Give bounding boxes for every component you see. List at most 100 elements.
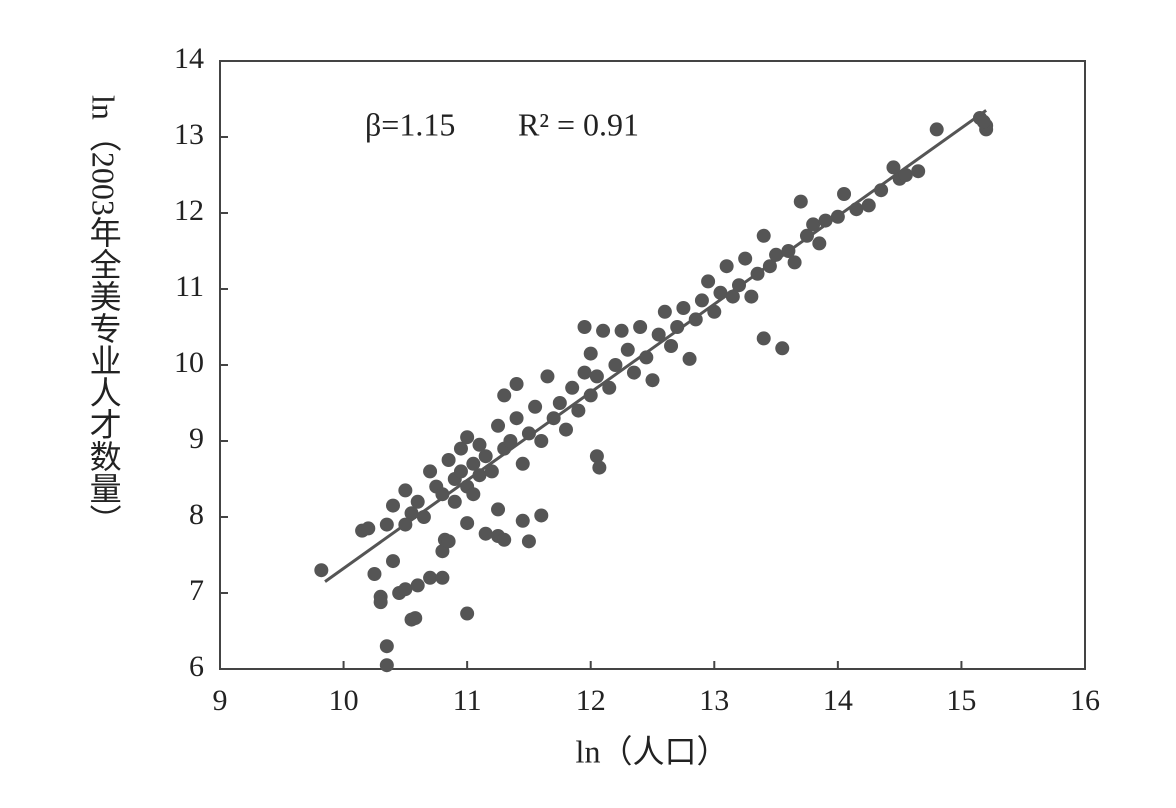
point bbox=[404, 506, 419, 521]
x-tick-label: 16 bbox=[1070, 684, 1100, 717]
point bbox=[614, 323, 629, 338]
point bbox=[756, 228, 771, 243]
y-tick-label: 12 bbox=[174, 194, 204, 227]
point bbox=[559, 422, 573, 437]
point bbox=[361, 521, 376, 536]
point bbox=[410, 578, 425, 593]
point bbox=[460, 516, 475, 531]
plot-frame bbox=[219, 60, 1086, 670]
y-tick-label: 14 bbox=[174, 42, 204, 75]
point bbox=[608, 358, 623, 372]
point bbox=[676, 301, 691, 315]
point bbox=[367, 567, 382, 581]
annotation: β=1.15 bbox=[365, 106, 455, 142]
point bbox=[398, 517, 413, 532]
point bbox=[929, 122, 944, 137]
point bbox=[478, 526, 493, 541]
point bbox=[521, 534, 536, 549]
x-tick-label: 15 bbox=[946, 684, 976, 717]
point bbox=[386, 554, 400, 569]
point bbox=[583, 388, 598, 403]
point bbox=[830, 209, 845, 224]
point bbox=[694, 293, 709, 308]
point bbox=[589, 369, 604, 384]
point bbox=[577, 320, 592, 334]
point bbox=[379, 658, 394, 673]
point bbox=[664, 339, 679, 353]
point bbox=[423, 570, 438, 585]
point bbox=[416, 510, 431, 524]
point bbox=[546, 411, 561, 426]
point bbox=[453, 441, 468, 456]
point bbox=[441, 453, 456, 467]
y-tick-label: 11 bbox=[175, 270, 204, 303]
point bbox=[571, 403, 586, 418]
x-tick-label: 14 bbox=[823, 684, 853, 717]
point bbox=[398, 582, 413, 597]
point bbox=[540, 369, 555, 384]
point bbox=[874, 183, 889, 198]
point bbox=[460, 430, 475, 445]
point bbox=[849, 202, 864, 217]
point bbox=[534, 434, 549, 448]
point bbox=[756, 331, 771, 346]
x-tick-label: 12 bbox=[576, 684, 606, 717]
point bbox=[373, 595, 388, 610]
x-tick-label: 13 bbox=[699, 684, 729, 717]
point bbox=[592, 460, 607, 475]
point bbox=[466, 456, 481, 471]
point bbox=[398, 483, 413, 498]
y-tick-label: 13 bbox=[174, 118, 204, 151]
point bbox=[657, 304, 672, 319]
point bbox=[577, 365, 592, 380]
point bbox=[478, 449, 493, 464]
point bbox=[491, 502, 506, 517]
point bbox=[491, 418, 506, 433]
point bbox=[552, 396, 567, 410]
point bbox=[688, 312, 703, 327]
point bbox=[528, 399, 543, 414]
x-tick-label: 9 bbox=[213, 684, 228, 717]
point bbox=[534, 508, 549, 523]
point bbox=[861, 198, 876, 213]
point bbox=[565, 380, 580, 395]
point bbox=[379, 517, 394, 532]
point bbox=[976, 114, 991, 129]
point bbox=[738, 251, 753, 266]
point bbox=[750, 266, 765, 281]
point bbox=[775, 341, 790, 356]
point bbox=[408, 611, 423, 626]
point bbox=[639, 350, 654, 365]
point bbox=[818, 213, 833, 228]
point bbox=[793, 194, 808, 209]
point bbox=[707, 304, 722, 319]
point bbox=[719, 259, 734, 274]
point bbox=[466, 487, 481, 502]
point bbox=[633, 320, 648, 334]
point bbox=[762, 259, 777, 274]
point bbox=[503, 434, 518, 448]
point bbox=[521, 426, 536, 441]
point bbox=[589, 449, 604, 464]
point bbox=[379, 639, 394, 654]
y-tick-label: 10 bbox=[174, 346, 204, 379]
point bbox=[509, 377, 524, 391]
point bbox=[423, 464, 438, 479]
y-tick-label: 6 bbox=[189, 650, 204, 683]
point bbox=[769, 247, 784, 262]
point bbox=[744, 289, 759, 304]
annotation: R² = 0.91 bbox=[518, 106, 639, 142]
point bbox=[314, 563, 329, 578]
point bbox=[441, 534, 456, 549]
point bbox=[515, 456, 530, 471]
point bbox=[670, 320, 685, 334]
point bbox=[602, 380, 617, 395]
point bbox=[651, 327, 666, 342]
point bbox=[472, 437, 487, 452]
point bbox=[460, 606, 475, 621]
y-tick-label: 9 bbox=[189, 422, 204, 455]
point bbox=[435, 570, 450, 585]
point bbox=[645, 373, 660, 388]
point bbox=[583, 346, 598, 361]
